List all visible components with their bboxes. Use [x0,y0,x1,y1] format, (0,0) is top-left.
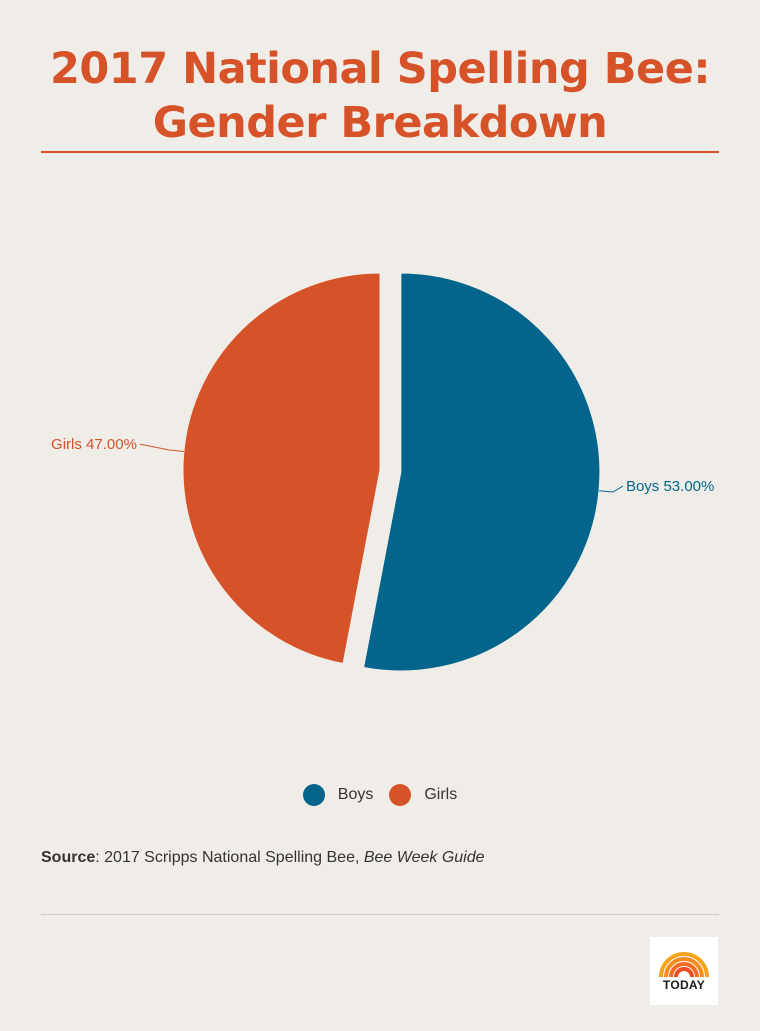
chart-legend: Boys Girls [0,784,760,806]
legend-label-boys: Boys [337,786,374,803]
footer-divider [41,914,719,915]
chart-title: 2017 National Spelling Bee: Gender Break… [0,42,760,150]
legend-label-girls: Girls [424,786,458,803]
pie-slice-boys[interactable] [363,272,601,672]
today-logo[interactable]: TODAY [650,937,718,1005]
pie-chart: Boys 53.00% Girls 47.00% [51,272,714,672]
data-label-boys: Boys 53.00% [626,478,714,495]
source-note: Source: 2017 Scripps National Spelling B… [41,849,485,867]
legend-dot-boys [302,784,325,806]
leader-line-boys [598,485,624,493]
legend-dot-girls [389,784,412,806]
title-divider [41,151,719,153]
source-publication: Bee Week Guide [363,849,485,866]
pie-slice-girls[interactable] [182,272,381,665]
title-line-1: 2017 National Spelling Bee: [49,44,711,94]
legend-item-boys[interactable]: Boys [302,784,374,806]
today-rainbow-icon [658,952,710,981]
leader-line-girls [139,443,184,452]
source-label: Source [41,849,96,866]
data-label-girls: Girls 47.00% [51,436,137,453]
source-text: : 2017 Scripps National Spelling Bee, [95,849,364,866]
title-line-2: Gender Breakdown [152,98,608,148]
today-logo-text: TODAY [662,978,706,992]
legend-item-girls[interactable]: Girls [389,784,457,806]
